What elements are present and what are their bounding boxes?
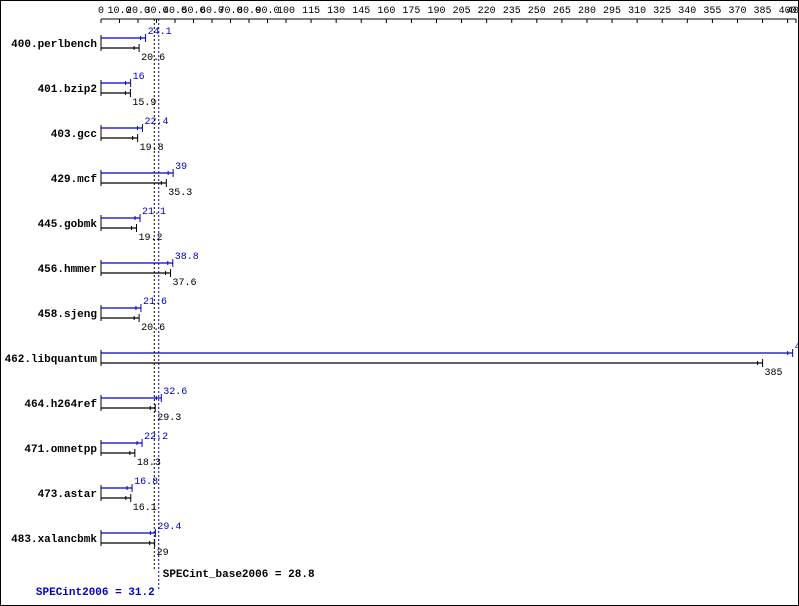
peak-value: 29.4: [157, 522, 181, 533]
chart-svg: 010.020.030.040.050.060.070.080.090.0100…: [1, 1, 798, 605]
peak-value: 39: [175, 162, 187, 173]
peak-value: 21.1: [142, 207, 166, 218]
base-value: 29.3: [157, 413, 181, 424]
benchmark-label: 462.libquantum: [5, 354, 98, 366]
benchmark-label: 403.gcc: [51, 129, 97, 141]
benchmark-label: 458.sjeng: [38, 309, 97, 321]
x-tick-label: 340: [678, 6, 696, 17]
peak-value: 22.4: [144, 117, 168, 128]
benchmark-label: 401.bzip2: [38, 84, 97, 96]
base-value: 385: [765, 368, 783, 379]
base-value: 16.1: [133, 503, 157, 514]
base-value: 19.2: [139, 233, 163, 244]
benchmark-label: 456.hmmer: [38, 264, 97, 276]
peak-value: 24.1: [148, 27, 172, 38]
benchmark-label: 400.perlbench: [11, 39, 97, 51]
x-tick-label: 130: [327, 6, 345, 17]
x-tick-label: 405: [787, 6, 798, 17]
peak-value: 16.8: [134, 477, 158, 488]
benchmark-label: 429.mcf: [51, 174, 98, 186]
benchmark-label: 483.xalancbmk: [11, 534, 97, 546]
x-tick-label: 220: [478, 6, 496, 17]
base-value: 19.8: [140, 143, 164, 154]
x-tick-label: 370: [728, 6, 746, 17]
base-value: 20.6: [141, 53, 165, 64]
peak-value: 16: [133, 72, 145, 83]
base-value: 20.6: [141, 323, 165, 334]
peak-value: 403: [795, 342, 798, 353]
x-tick-label: 0: [98, 6, 104, 17]
benchmark-label: 464.h264ref: [24, 399, 97, 411]
x-tick-label: 160: [377, 6, 395, 17]
x-tick-label: 100: [277, 6, 295, 17]
x-tick-label: 280: [578, 6, 596, 17]
x-tick-label: 310: [628, 6, 646, 17]
base-value: 35.3: [168, 188, 192, 199]
x-tick-label: 265: [553, 6, 571, 17]
x-tick-label: 385: [754, 6, 772, 17]
peak-value: 21.6: [143, 297, 167, 308]
base-value: 18.3: [137, 458, 161, 469]
x-tick-label: 235: [503, 6, 521, 17]
base-value: 29: [157, 548, 169, 559]
peak-value: 32.6: [163, 387, 187, 398]
benchmark-label: 473.astar: [38, 489, 97, 501]
x-tick-label: 90.0: [255, 6, 279, 17]
summary-peak: SPECint2006 = 31.2: [36, 587, 155, 599]
summary-base: SPECint_base2006 = 28.8: [163, 569, 315, 581]
x-tick-label: 250: [528, 6, 546, 17]
x-tick-label: 145: [352, 6, 370, 17]
x-tick-label: 190: [427, 6, 445, 17]
x-tick-label: 295: [603, 6, 621, 17]
x-tick-label: 325: [653, 6, 671, 17]
x-tick-label: 355: [703, 6, 721, 17]
x-tick-label: 115: [302, 6, 320, 17]
base-value: 37.6: [173, 278, 197, 289]
peak-value: 22.2: [144, 432, 168, 443]
benchmark-label: 445.gobmk: [38, 219, 98, 231]
base-value: 15.9: [132, 98, 156, 109]
benchmark-label: 471.omnetpp: [24, 444, 97, 456]
x-tick-label: 205: [453, 6, 471, 17]
peak-value: 38.8: [175, 252, 199, 263]
spec-chart: 010.020.030.040.050.060.070.080.090.0100…: [0, 0, 799, 606]
x-tick-label: 175: [402, 6, 420, 17]
